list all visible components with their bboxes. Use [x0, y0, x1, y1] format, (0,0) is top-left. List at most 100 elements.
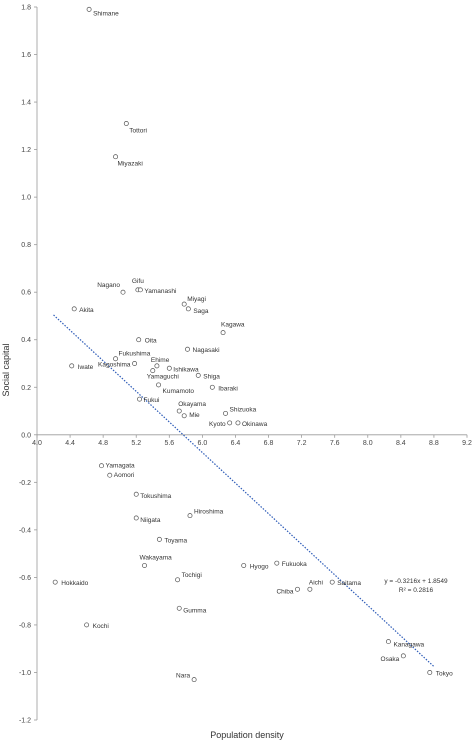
data-point-label: Kagoshima: [98, 362, 131, 369]
y-tick-label: 1.8: [21, 5, 31, 12]
y-axis-title: Social capital: [1, 343, 11, 396]
data-point: [113, 154, 119, 160]
x-tick-label: 4.0: [32, 440, 42, 447]
y-tick-label: -0.8: [19, 622, 31, 629]
data-point-label: Tottori: [129, 127, 147, 134]
y-tick-label: -1.0: [19, 670, 31, 677]
data-point: [137, 287, 143, 293]
data-point: [187, 513, 193, 519]
data-point-label: Yamagata: [106, 463, 136, 470]
data-point: [133, 491, 139, 497]
data-point-label: Saga: [193, 308, 209, 315]
x-tick-label: 4.8: [98, 440, 108, 447]
data-point-label: Tokushima: [140, 493, 171, 500]
data-point-label: Aichi: [309, 579, 323, 586]
y-tick-label: -0.4: [19, 527, 31, 534]
data-point: [133, 515, 139, 521]
data-point: [150, 368, 156, 374]
data-point-label: Gumma: [183, 607, 207, 614]
data-point-label: Chiba: [276, 588, 293, 595]
data-point-label: Akita: [79, 307, 94, 314]
data-point-label: Nara: [176, 673, 190, 680]
data-point: [209, 384, 215, 390]
x-tick-label: 5.6: [164, 440, 174, 447]
data-point: [235, 420, 241, 426]
data-point-label: Aomori: [114, 472, 135, 479]
trendline-equation: y = -0.3216x + 1.8549: [384, 578, 448, 585]
y-tick-label: 0.6: [21, 290, 31, 297]
data-point: [113, 356, 119, 362]
y-tick-label: 0.0: [21, 432, 31, 439]
data-point: [185, 346, 190, 352]
data-point: [52, 579, 58, 585]
data-point: [295, 586, 300, 592]
point-labels: Shimane Tottori Miyazaki Nagano GifuYamanash…: [61, 10, 453, 679]
x-tick-label: 8.8: [429, 440, 439, 447]
data-point: [427, 670, 433, 675]
data-point-label: Hokkaido: [61, 580, 88, 587]
x-tick-label: 7.2: [297, 440, 307, 447]
data-point: [385, 639, 391, 645]
trendline: [53, 314, 435, 668]
data-point: [69, 363, 75, 369]
data-point-label: Gifu: [132, 278, 144, 285]
data-point: [142, 563, 147, 568]
data-point-label: Fukui: [144, 397, 160, 404]
data-point-label: Miyazaki: [118, 161, 143, 168]
data-point: [176, 408, 182, 414]
x-axis: 4.0 4.4 4.8 5.2 5.6 6.0 6.4 6.8 7.2 7.6 8.0 8.4 8.8 9…: [32, 434, 472, 447]
data-point-label: Ibaraki: [218, 385, 238, 392]
data-point: [241, 563, 247, 568]
data-point-label: Fukushima: [119, 351, 151, 358]
data-point-label: Ehime: [151, 357, 170, 364]
data-point: [166, 365, 172, 371]
data-point: [132, 361, 138, 366]
data-point-label: Mie: [189, 412, 200, 419]
data-point-label: Okinawa: [242, 421, 268, 428]
data-point: [181, 413, 187, 419]
y-tick-label: -0.2: [19, 480, 31, 487]
data-point: [154, 363, 160, 369]
x-tick-label: 9.2: [462, 440, 472, 447]
data-point: [223, 410, 228, 416]
data-point-label: Kagawa: [221, 322, 245, 329]
data-point-label: Kanagawa: [393, 642, 424, 649]
x-tick-label: 6.0: [198, 440, 208, 447]
data-point-label: Nagasaki: [193, 347, 220, 354]
data-point: [120, 289, 126, 295]
data-point-label: Toyama: [164, 537, 187, 544]
data-point-label: Fukuoka: [282, 561, 307, 568]
data-point: [156, 382, 162, 388]
data-point: [195, 372, 201, 378]
data-point: [220, 330, 226, 336]
data-point: [71, 306, 77, 312]
data-point: [176, 605, 182, 611]
data-point-label: Miyagi: [187, 296, 206, 303]
data-point: [86, 6, 92, 12]
data-point-label: Kochi: [93, 623, 109, 630]
data-point: [136, 337, 142, 343]
data-point-label: Tochigi: [182, 572, 202, 579]
data-point: [185, 306, 191, 312]
data-point-label: Hiroshima: [194, 509, 224, 516]
data-point-label: Ishikawa: [173, 366, 199, 373]
data-point-label: Yamaguchi: [147, 374, 179, 381]
data-point-label: Osaka: [381, 656, 400, 663]
data-point: [107, 472, 113, 478]
data-point-label: Shimane: [93, 10, 119, 17]
data-point-label: Nagano: [97, 282, 120, 289]
y-tick-label: -1.2: [19, 718, 31, 725]
x-tick-label: 6.4: [231, 440, 241, 447]
data-point-label: Okayama: [178, 401, 206, 408]
data-point: [307, 586, 313, 592]
data-point: [156, 536, 162, 542]
y-tick-label: 1.4: [21, 100, 31, 107]
data-point: [400, 653, 406, 659]
data-point-label: Niigata: [140, 517, 161, 524]
data-point: [329, 579, 335, 585]
trendline-r-squared: R² = 0.2816: [399, 587, 434, 594]
x-axis-title: Population density: [210, 730, 284, 740]
data-point-label: Hyogo: [250, 564, 269, 571]
y-tick-label: -0.6: [19, 575, 31, 582]
